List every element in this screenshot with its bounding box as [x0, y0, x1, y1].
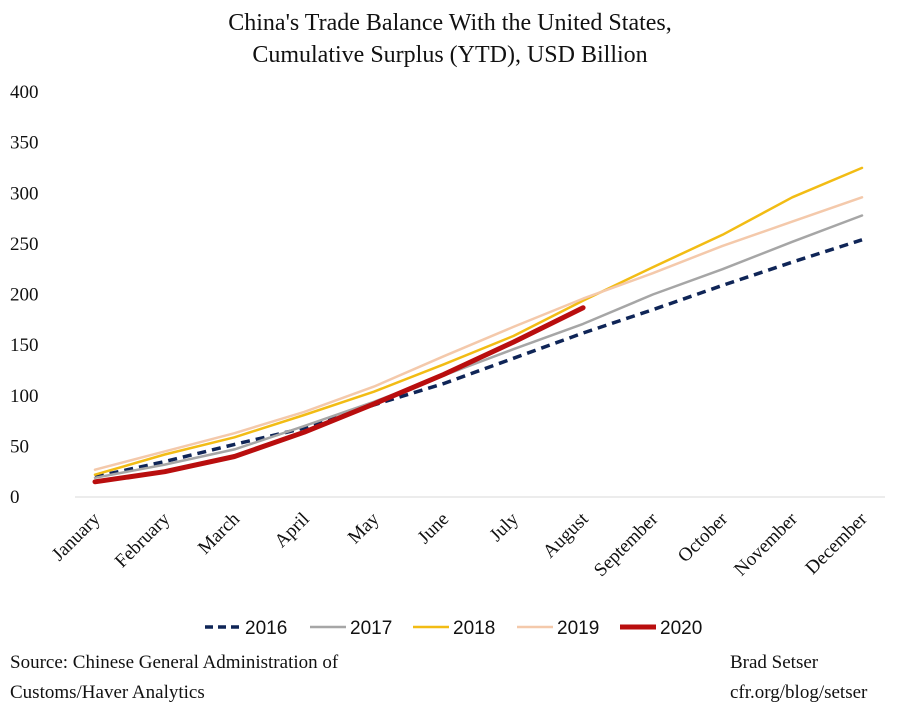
- series-line-2016: [94, 238, 863, 479]
- series-line-2017: [93, 214, 864, 480]
- x-tick-label: June: [414, 509, 453, 548]
- chart-title: China's Trade Balance With the United St…: [228, 10, 672, 36]
- legend-label-2017: 2017: [350, 618, 392, 639]
- series-line-2020: [92, 305, 586, 485]
- x-tick-label: November: [730, 508, 802, 580]
- author-name: Brad Setser: [730, 652, 819, 673]
- source-note: Source: Chinese General Administration o…: [10, 648, 338, 708]
- x-axis: January February March April May June July Augu…: [48, 508, 872, 581]
- legend-label-2020: 2020: [660, 618, 702, 639]
- author-credit: Brad Setser cfr.org/blog/setser: [730, 648, 867, 708]
- y-tick-label: 350: [10, 133, 39, 154]
- x-tick-label: April: [271, 509, 314, 552]
- source-line-1: Source: Chinese General Administration o…: [10, 652, 339, 673]
- x-tick-label: March: [194, 508, 244, 558]
- legend-label-2018: 2018: [453, 618, 495, 639]
- x-tick-label: September: [590, 508, 663, 581]
- author-site: cfr.org/blog/setser: [730, 682, 868, 703]
- source-line-2: Customs/Haver Analytics: [10, 682, 205, 703]
- y-tick-label: 150: [10, 335, 39, 356]
- chart-subtitle: Cumulative Surplus (YTD), USD Billion: [252, 42, 647, 68]
- x-tick-label: August: [539, 508, 593, 562]
- y-tick-label: 100: [10, 386, 39, 407]
- x-tick-label: October: [674, 508, 733, 567]
- y-axis: 0 50 100 150 200 250 300 350 400: [10, 82, 39, 508]
- y-tick-label: 0: [10, 487, 20, 508]
- y-tick-label: 300: [10, 183, 39, 204]
- legend-label-2019: 2019: [557, 618, 599, 639]
- series-line-2019: [93, 196, 864, 471]
- x-tick-label: February: [111, 508, 175, 572]
- series-line-2018: [93, 166, 864, 476]
- y-tick-label: 200: [10, 285, 39, 306]
- y-tick-label: 250: [10, 234, 39, 255]
- x-tick-label: May: [344, 508, 384, 548]
- plot-area: [92, 166, 864, 485]
- x-tick-label: January: [48, 508, 105, 565]
- y-tick-label: 50: [10, 436, 29, 457]
- legend: 2016 2017 2018 2019 2020: [205, 618, 702, 639]
- legend-label-2016: 2016: [245, 618, 287, 639]
- x-tick-label: December: [801, 508, 872, 579]
- y-tick-label: 400: [10, 82, 39, 103]
- x-tick-label: July: [486, 508, 524, 546]
